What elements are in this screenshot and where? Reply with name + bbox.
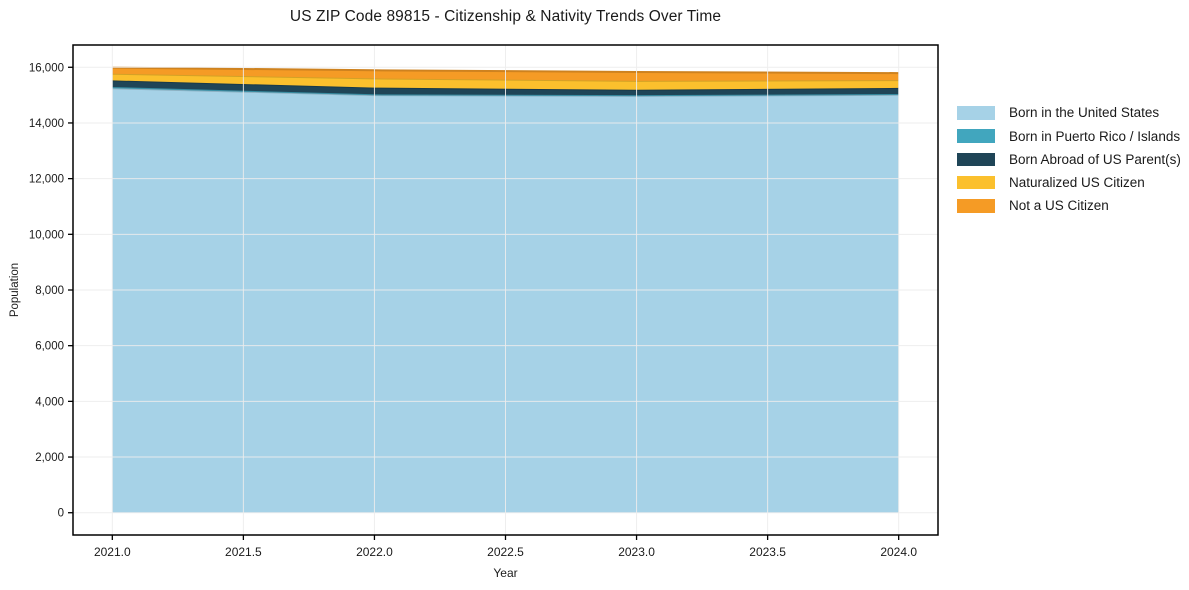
y-axis-title: Population bbox=[9, 262, 21, 318]
x-tick-label: 2024.0 bbox=[880, 545, 917, 559]
x-tick-label: 2021.0 bbox=[94, 545, 131, 559]
legend-label: Born Abroad of US Parent(s) bbox=[1009, 151, 1181, 167]
legend-label: Born in Puerto Rico / Islands bbox=[1009, 128, 1181, 144]
y-tick-label: 6,000 bbox=[35, 341, 64, 353]
x-tick-label: 2021.5 bbox=[225, 545, 262, 559]
y-tick-label: 0 bbox=[58, 508, 64, 520]
y-tick-label: 4,000 bbox=[35, 396, 64, 408]
legend-swatch bbox=[957, 152, 995, 167]
x-tick-label: 2023.0 bbox=[618, 545, 655, 559]
legend-label: Born in the United States bbox=[1009, 105, 1160, 121]
x-tick-label: 2023.5 bbox=[749, 545, 786, 559]
y-tick-label: 8,000 bbox=[35, 285, 64, 297]
legend-label: Not a US Citizen bbox=[1009, 198, 1109, 214]
legend-swatch bbox=[957, 106, 995, 120]
legend-item-born-in-the-united-states: Born in the United States bbox=[957, 105, 1181, 121]
x-tick-label: 2022.0 bbox=[356, 545, 393, 559]
legend-swatch bbox=[957, 199, 995, 213]
y-tick-label: 12,000 bbox=[29, 174, 64, 186]
legend-label: Naturalized US Citizen bbox=[1009, 175, 1145, 191]
y-tick-label: 16,000 bbox=[29, 62, 64, 74]
x-tick-label: 2022.5 bbox=[487, 545, 524, 559]
chart-title: US ZIP Code 89815 - Citizenship & Nativi… bbox=[289, 8, 722, 25]
legend-item-not-a-us-citizen: Not a US Citizen bbox=[957, 198, 1181, 214]
legend-item-born-abroad-of-us-parent-s: Born Abroad of US Parent(s) bbox=[957, 151, 1181, 167]
y-tick-label: 14,000 bbox=[29, 118, 64, 130]
area-born-abroad-of-us-parent-s bbox=[112, 80, 899, 96]
legend-item-naturalized-us-citizen: Naturalized US Citizen bbox=[957, 175, 1181, 191]
legend-swatch bbox=[957, 129, 995, 143]
y-tick-label: 2,000 bbox=[35, 452, 64, 464]
x-axis-title: Year bbox=[493, 566, 518, 580]
legend-swatch bbox=[957, 175, 995, 190]
legend-item-born-in-puerto-rico-islands: Born in Puerto Rico / Islands bbox=[957, 128, 1181, 144]
y-tick-label: 10,000 bbox=[29, 229, 64, 241]
legend: Born in the United States Born in Puerto … bbox=[957, 105, 1181, 222]
